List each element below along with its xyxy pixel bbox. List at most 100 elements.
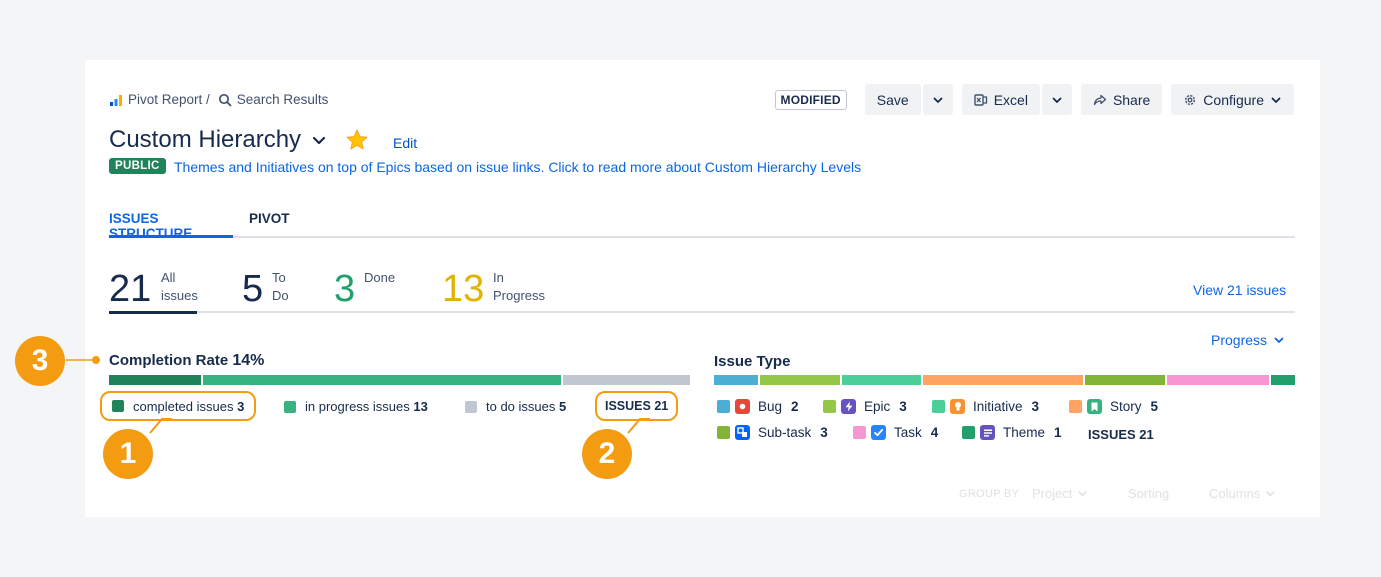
legend-completed-issues[interactable]: completed issues 3 [100, 391, 257, 421]
legend-story[interactable]: Story 5 [1069, 399, 1158, 414]
legend-todo-count: 5 [559, 399, 567, 414]
excel-button-group: Excel [961, 84, 1072, 115]
description-link[interactable]: Themes and Initiatives on top of Epics b… [174, 159, 862, 175]
issue-type-bar-epic[interactable] [760, 375, 840, 385]
stat-all-label: All issues [161, 269, 221, 305]
chevron-down-icon [1271, 97, 1281, 103]
group-by-label: GROUP BY [959, 488, 1020, 500]
legend-todo-label: to do issues 5 [486, 399, 566, 414]
stat-done-label: Done [364, 269, 424, 287]
completion-bar-in-progress[interactable] [203, 375, 561, 385]
theme-list-icon [980, 425, 995, 440]
stat-todo-label: To Do [272, 269, 332, 305]
star-favorite-icon[interactable] [345, 128, 369, 152]
completion-bar-todo[interactable] [563, 375, 690, 385]
stat-todo-label-2: Do [272, 288, 289, 303]
issue-type-issues-total: ISSUES 21 [1088, 427, 1154, 442]
completion-rate-label: Completion Rate [109, 352, 229, 369]
tab-bar: ISSUES STRUCTURE PIVOT [109, 211, 1295, 241]
stats-active-indicator [109, 311, 197, 314]
completion-bar-done[interactable] [109, 375, 201, 385]
legend-initiative-name: Initiative [973, 399, 1023, 414]
breadcrumb-report[interactable]: Pivot Report / [128, 92, 210, 107]
breadcrumb-search-results[interactable]: Search Results [236, 92, 329, 107]
annotation-marker-three: 3 [15, 336, 65, 386]
group-by-project-dropdown[interactable]: Project [1032, 486, 1088, 501]
share-label: Share [1112, 91, 1151, 108]
columns-dropdown[interactable]: Columns [1209, 486, 1276, 501]
legend-todo-issues[interactable]: to do issues 5 [465, 399, 566, 414]
initiative-swatch [932, 400, 945, 413]
excel-label: Excel [993, 91, 1028, 108]
edit-link[interactable]: Edit [393, 135, 418, 151]
stat-in-progress-label-1: In [493, 270, 504, 285]
configure-button[interactable]: Configure [1171, 84, 1294, 115]
legend-todo-text: to do issues [486, 399, 556, 414]
initiative-lightbulb-icon [950, 399, 965, 414]
sorting-button[interactable]: Sorting [1128, 486, 1170, 501]
subtask-icon [735, 425, 750, 440]
stat-todo-label-1: To [272, 270, 286, 285]
issue-type-bar-initiative[interactable] [842, 375, 921, 385]
issue-type-bar-story[interactable] [923, 375, 1083, 385]
issue-type-bar-task[interactable] [1167, 375, 1269, 385]
issue-type-bar-bug[interactable] [714, 375, 758, 385]
stat-in-progress-count[interactable]: 13 [442, 268, 485, 310]
legend-completed-text: completed issues [133, 398, 234, 414]
report-title-text: Custom Hierarchy [109, 126, 302, 153]
issue-type-bar-subtask[interactable] [1085, 375, 1165, 385]
stat-all-count[interactable]: 21 [109, 268, 152, 310]
bug-swatch [717, 400, 730, 413]
stat-done-count[interactable]: 3 [334, 268, 356, 310]
view-issues-link[interactable]: View 21 issues [1193, 282, 1287, 298]
annotation-marker-one: 1 [103, 429, 153, 479]
subtask-swatch [717, 426, 730, 439]
legend-bug-name: Bug [758, 399, 783, 414]
legend-story-name: Story [1110, 399, 1142, 414]
story-bookmark-icon [1087, 399, 1102, 414]
report-title[interactable]: Custom Hierarchy [109, 126, 327, 154]
chevron-down-icon [1266, 491, 1275, 497]
excel-dropdown-button[interactable] [1041, 84, 1072, 115]
legend-in-progress-text: in progress issues [305, 399, 410, 414]
task-check-icon [871, 425, 886, 440]
issue-type-bar-theme[interactable] [1271, 375, 1295, 385]
legend-epic-count: 3 [899, 399, 907, 414]
stat-all-label-2: issues [161, 288, 198, 303]
legend-bug-count: 2 [791, 399, 799, 414]
public-badge: PUBLIC [109, 158, 166, 174]
save-button-group: Save [864, 84, 953, 115]
legend-completed-label: completed issues 3 [133, 399, 244, 414]
legend-subtask[interactable]: Sub-task 3 [717, 425, 828, 440]
completion-rate-value: 14% [232, 352, 265, 369]
issue-type-bar [714, 375, 1295, 385]
legend-theme[interactable]: Theme 1 [962, 425, 1062, 440]
legend-initiative-count: 3 [1031, 399, 1040, 414]
legend-epic[interactable]: Epic 3 [823, 399, 907, 414]
progress-dropdown[interactable]: Progress [1211, 332, 1285, 348]
stat-todo-count[interactable]: 5 [242, 268, 264, 310]
tab-pivot[interactable]: PIVOT [249, 211, 290, 226]
chevron-down-icon [1052, 97, 1062, 103]
stat-in-progress-label: In Progress [493, 269, 553, 305]
modified-badge: MODIFIED [774, 89, 847, 110]
legend-task[interactable]: Task 4 [853, 425, 938, 440]
in-progress-swatch [284, 400, 296, 413]
save-label: Save [876, 91, 909, 108]
completion-issues-total-text: ISSUES 21 [605, 399, 669, 413]
legend-subtask-count: 3 [820, 425, 828, 440]
task-swatch [853, 426, 866, 439]
save-button[interactable]: Save [864, 84, 921, 115]
save-dropdown-button[interactable] [922, 84, 953, 115]
excel-button[interactable]: Excel [961, 84, 1040, 115]
bug-icon [735, 399, 750, 414]
tab-issues-structure[interactable]: ISSUES STRUCTURE [109, 211, 233, 241]
share-button[interactable]: Share [1080, 84, 1163, 115]
legend-in-progress-issues[interactable]: in progress issues 13 [284, 399, 428, 414]
legend-initiative[interactable]: Initiative 3 [932, 399, 1039, 414]
legend-task-count: 4 [930, 425, 939, 440]
pivot-report-icon [110, 94, 122, 106]
epic-swatch [823, 400, 836, 413]
legend-bug[interactable]: Bug 2 [717, 399, 799, 414]
